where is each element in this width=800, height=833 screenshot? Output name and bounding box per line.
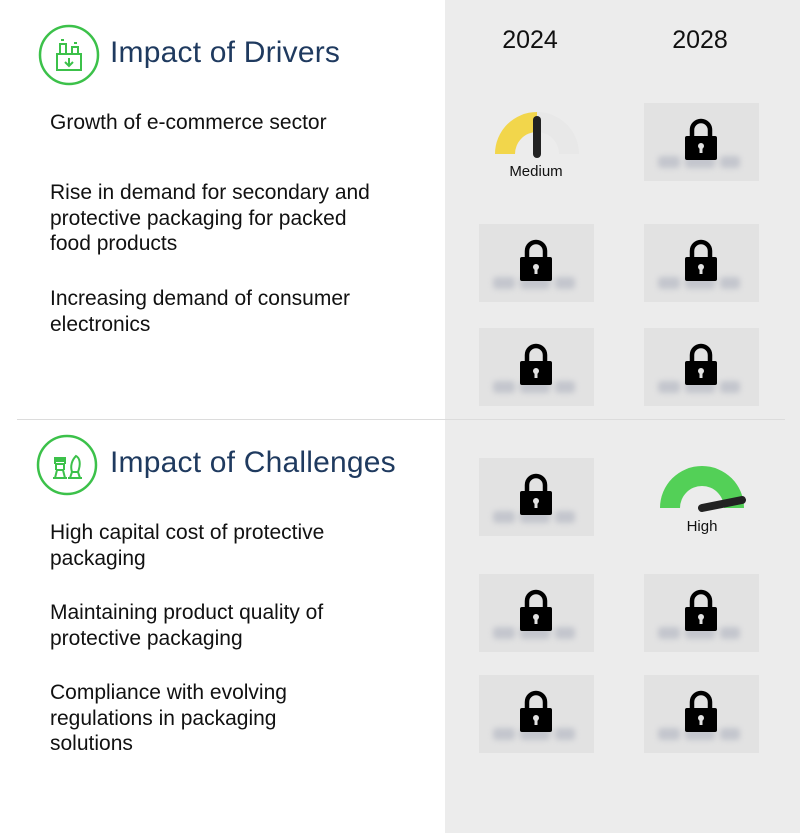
lock-icon [685, 589, 717, 631]
locked-impact-card[interactable] [479, 574, 594, 652]
section-divider [17, 419, 785, 420]
impact-level-label: High [686, 518, 718, 535]
chess-pieces-icon [36, 434, 98, 496]
locked-impact-card[interactable] [644, 574, 759, 652]
lock-icon [685, 118, 717, 160]
locked-impact-card[interactable] [644, 224, 759, 302]
locked-impact-card[interactable] [479, 224, 594, 302]
challenge-item: Compliance with evolving regulations in … [50, 681, 287, 755]
year-2028-header: 2028 [672, 26, 728, 54]
locked-impact-card[interactable] [479, 675, 594, 753]
drivers-title: Impact of Drivers [110, 36, 341, 69]
year-2024-header: 2024 [502, 26, 558, 54]
driver-item: Increasing demand of consumer electronic… [50, 287, 350, 336]
lock-icon [685, 343, 717, 385]
locked-impact-card[interactable] [644, 103, 759, 181]
challenge-item: Maintaining product quality of protectiv… [50, 601, 324, 650]
locked-impact-card[interactable] [644, 328, 759, 406]
lock-icon [520, 239, 552, 281]
lock-icon [685, 690, 717, 732]
lock-icon [685, 239, 717, 281]
impact-gauge-medium [495, 112, 579, 158]
lock-icon [520, 589, 552, 631]
challenge-item: High capital cost of protective packagin… [50, 521, 325, 570]
driver-item: Rise in demand for secondary and protect… [50, 181, 370, 255]
factory-download-icon [38, 24, 100, 86]
lock-icon [520, 343, 552, 385]
impact-gauge-high [660, 466, 746, 512]
impact-level-label: Medium [509, 163, 563, 180]
lock-icon [520, 690, 552, 732]
locked-impact-card[interactable] [644, 675, 759, 753]
locked-impact-card[interactable] [479, 458, 594, 536]
driver-item: Growth of e-commerce sector [50, 111, 327, 134]
challenges-title: Impact of Challenges [110, 446, 396, 479]
locked-impact-card[interactable] [479, 328, 594, 406]
lock-icon [520, 473, 552, 515]
